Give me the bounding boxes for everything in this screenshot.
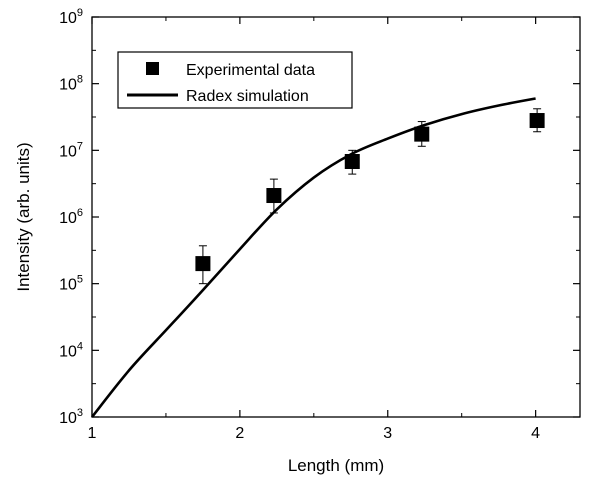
y-axis-title: Intensity (arb. units) [14,142,33,291]
legend-square-marker [146,62,159,75]
y-tick-label: 104 [59,340,83,360]
x-tick-label: 4 [531,425,540,442]
simulation-curve [92,99,536,418]
data-point-marker [414,127,429,142]
legend-label-simulation: Radex simulation [186,88,309,105]
y-tick-label-base: 10 [59,410,77,427]
y-tick-label-base: 10 [59,77,77,94]
y-tick-label-exponent: 5 [77,274,83,286]
y-tick-label-exponent: 7 [77,140,83,152]
y-tick-label: 107 [59,140,83,160]
legend-label-experimental: Experimental data [186,62,315,79]
y-tick-label-exponent: 4 [77,340,83,352]
simulation-curve-layer [92,99,536,418]
x-tick-label: 3 [383,425,392,442]
y-tick-label-base: 10 [59,343,77,360]
x-tick-label: 2 [235,425,244,442]
y-tick-label-exponent: 3 [77,407,83,419]
y-tick-label: 106 [59,207,83,227]
data-point-marker [266,188,281,203]
data-point-marker [195,256,210,271]
y-tick-label-exponent: 6 [77,207,83,219]
x-tick-label: 1 [88,425,97,442]
y-tick-label-base: 10 [59,10,77,27]
y-tick-label: 105 [59,274,83,294]
y-tick-label: 109 [59,7,83,27]
x-axis-title: Length (mm) [288,456,384,475]
y-tick-label-base: 10 [59,277,77,294]
legend: Experimental data Radex simulation [118,52,352,108]
experimental-points-layer [195,109,544,284]
y-tick-label-base: 10 [59,210,77,227]
y-tick-label: 103 [59,407,83,427]
y-tick-label-base: 10 [59,143,77,160]
y-tick-label: 108 [59,74,83,94]
data-point-marker [530,113,545,128]
y-tick-label-exponent: 8 [77,74,83,86]
y-tick-label-exponent: 9 [77,7,83,19]
data-point-marker [345,154,360,169]
